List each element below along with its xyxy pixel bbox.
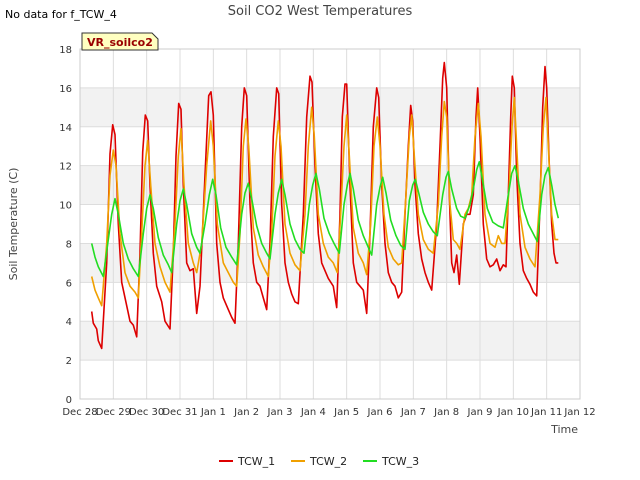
x-axis-label: Time	[550, 423, 578, 436]
x-tick-label: Jan 1	[200, 407, 226, 418]
y-tick-label: 10	[59, 201, 72, 212]
chart-title: Soil CO2 West Temperatures	[228, 4, 413, 19]
series-line-tcw_2	[90, 96, 559, 307]
x-tick-label: Jan 2	[233, 407, 259, 418]
badge-shape	[81, 32, 159, 51]
y-tick-label: 0	[66, 395, 72, 406]
y-tick-label: 8	[66, 239, 72, 250]
grid-band	[80, 87, 580, 127]
y-tick-label: 18	[59, 45, 72, 56]
series-lines	[90, 61, 560, 350]
x-tick-label: Jan 5	[333, 407, 359, 418]
badge-label: VR_soilco2	[87, 36, 153, 49]
series-line-tcw_3	[90, 161, 560, 278]
y-tick-label: 14	[59, 123, 72, 134]
legend-label: TCW_3	[381, 455, 419, 468]
y-tick-label: 2	[66, 356, 72, 367]
badge: VR_soilco2	[81, 32, 159, 51]
plot-frame	[79, 48, 581, 400]
x-tick-label: Jan 7	[400, 407, 426, 418]
y-axis-label: Soil Temperature (C)	[7, 168, 20, 281]
x-tick-label: Jan 6	[367, 407, 393, 418]
x-tick-label: Jan 4	[300, 407, 326, 418]
grid-bands	[80, 87, 580, 361]
x-tick-label: Jan 9	[467, 407, 493, 418]
grid-band	[80, 321, 580, 361]
y-tick-label: 6	[66, 278, 72, 289]
x-tick-label: Jan 3	[267, 407, 293, 418]
legend-label: TCW_1	[237, 455, 275, 468]
y-tick-label: 12	[59, 162, 72, 173]
x-tick-label: Dec 30	[129, 407, 164, 418]
y-tick-label: 16	[59, 84, 72, 95]
x-tick-label: Dec 28	[62, 407, 97, 418]
x-tick-label: Jan 11	[530, 407, 562, 418]
y-axis-ticks: 0 2 4 6 8 10 12 14 16 18	[59, 45, 72, 406]
x-tick-label: Jan 8	[433, 407, 459, 418]
y-tick-label: 4	[66, 317, 72, 328]
x-tick-label: Dec 29	[96, 407, 131, 418]
x-tick-label: Jan 12	[563, 407, 595, 418]
legend: TCW_1 TCW_2 TCW_3	[219, 455, 419, 468]
legend-label: TCW_2	[309, 455, 347, 468]
x-tick-label: Jan 10	[497, 407, 529, 418]
x-tick-label: Dec 31	[162, 407, 197, 418]
grid-band	[80, 165, 580, 205]
corner-note: No data for f_TCW_4	[5, 8, 117, 21]
